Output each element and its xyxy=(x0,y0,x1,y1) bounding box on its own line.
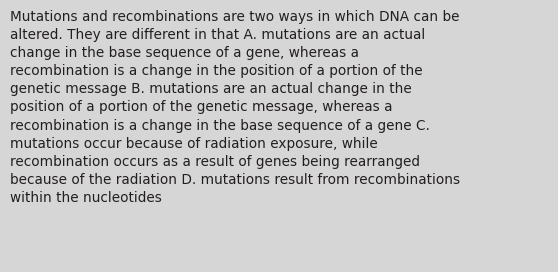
Text: Mutations and recombinations are two ways in which DNA can be
altered. They are : Mutations and recombinations are two way… xyxy=(10,10,460,205)
